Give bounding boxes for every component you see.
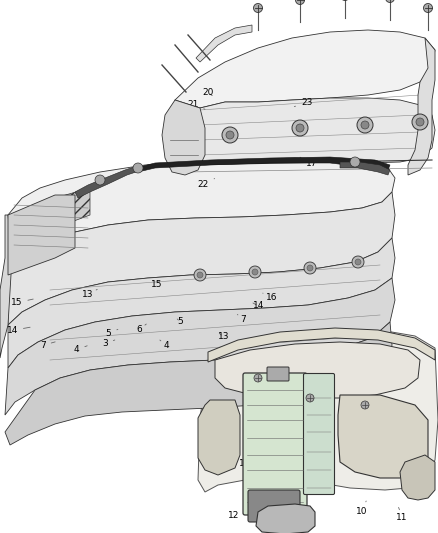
Text: 20: 20 xyxy=(202,88,213,97)
Polygon shape xyxy=(8,158,395,258)
FancyBboxPatch shape xyxy=(304,374,335,495)
Text: 5: 5 xyxy=(177,318,184,326)
Circle shape xyxy=(416,118,424,126)
Polygon shape xyxy=(198,400,240,475)
Polygon shape xyxy=(162,100,205,175)
Text: 1: 1 xyxy=(281,386,287,400)
Text: 16: 16 xyxy=(263,293,277,302)
Text: 17: 17 xyxy=(300,157,318,167)
Polygon shape xyxy=(208,328,435,362)
Polygon shape xyxy=(215,342,420,398)
Polygon shape xyxy=(256,504,315,533)
Circle shape xyxy=(194,269,206,281)
Circle shape xyxy=(355,259,361,265)
Circle shape xyxy=(424,4,432,12)
Text: 8: 8 xyxy=(275,465,283,479)
Text: 15: 15 xyxy=(151,280,162,289)
FancyBboxPatch shape xyxy=(248,490,300,522)
Circle shape xyxy=(292,120,308,136)
Polygon shape xyxy=(0,215,12,358)
Polygon shape xyxy=(340,162,390,175)
Polygon shape xyxy=(5,322,392,445)
Circle shape xyxy=(412,114,428,130)
Text: 25: 25 xyxy=(184,162,201,171)
Polygon shape xyxy=(400,455,435,500)
Text: 4: 4 xyxy=(74,345,87,354)
Text: 11: 11 xyxy=(239,454,250,468)
Text: 14: 14 xyxy=(7,326,30,335)
Text: 4: 4 xyxy=(160,340,169,350)
Text: 14: 14 xyxy=(253,302,264,310)
Circle shape xyxy=(304,262,316,274)
Text: 7: 7 xyxy=(237,314,247,324)
Polygon shape xyxy=(14,188,90,250)
Circle shape xyxy=(307,265,313,271)
Circle shape xyxy=(197,272,203,278)
Text: 22: 22 xyxy=(198,179,215,189)
Polygon shape xyxy=(8,195,75,275)
Circle shape xyxy=(296,124,304,132)
Circle shape xyxy=(133,163,143,173)
Circle shape xyxy=(385,0,395,3)
Text: 10: 10 xyxy=(356,501,367,516)
Circle shape xyxy=(254,4,262,12)
Text: 7: 7 xyxy=(40,341,55,350)
Polygon shape xyxy=(5,278,395,415)
Text: 11: 11 xyxy=(396,507,408,521)
FancyBboxPatch shape xyxy=(267,367,289,381)
Circle shape xyxy=(252,269,258,275)
Polygon shape xyxy=(338,395,428,478)
Text: 5: 5 xyxy=(106,329,118,337)
Circle shape xyxy=(361,121,369,129)
Polygon shape xyxy=(196,25,252,62)
Text: 6: 6 xyxy=(136,324,146,334)
Text: 11: 11 xyxy=(261,509,273,524)
Text: 12: 12 xyxy=(228,506,245,520)
Text: 13: 13 xyxy=(82,289,97,298)
Circle shape xyxy=(350,157,360,167)
Polygon shape xyxy=(198,328,438,492)
Polygon shape xyxy=(8,238,395,368)
Polygon shape xyxy=(408,38,435,175)
FancyBboxPatch shape xyxy=(243,373,307,515)
Text: 23: 23 xyxy=(294,98,312,107)
Polygon shape xyxy=(8,192,395,325)
Text: 8: 8 xyxy=(412,417,418,431)
Circle shape xyxy=(95,175,105,185)
Text: 18: 18 xyxy=(179,139,199,147)
Circle shape xyxy=(254,374,262,382)
Circle shape xyxy=(357,117,373,133)
Circle shape xyxy=(249,266,261,278)
Text: 9: 9 xyxy=(411,446,420,460)
Circle shape xyxy=(361,401,369,409)
Text: 3: 3 xyxy=(102,340,115,348)
Polygon shape xyxy=(135,157,390,172)
Text: 21: 21 xyxy=(187,100,205,109)
Polygon shape xyxy=(175,98,435,175)
Polygon shape xyxy=(75,165,142,198)
Polygon shape xyxy=(175,30,435,118)
Text: 2: 2 xyxy=(253,387,260,401)
Circle shape xyxy=(226,131,234,139)
Circle shape xyxy=(352,256,364,268)
Circle shape xyxy=(306,394,314,402)
Circle shape xyxy=(222,127,238,143)
Text: 15: 15 xyxy=(11,298,33,307)
Text: 13: 13 xyxy=(218,333,229,341)
Circle shape xyxy=(296,0,304,4)
